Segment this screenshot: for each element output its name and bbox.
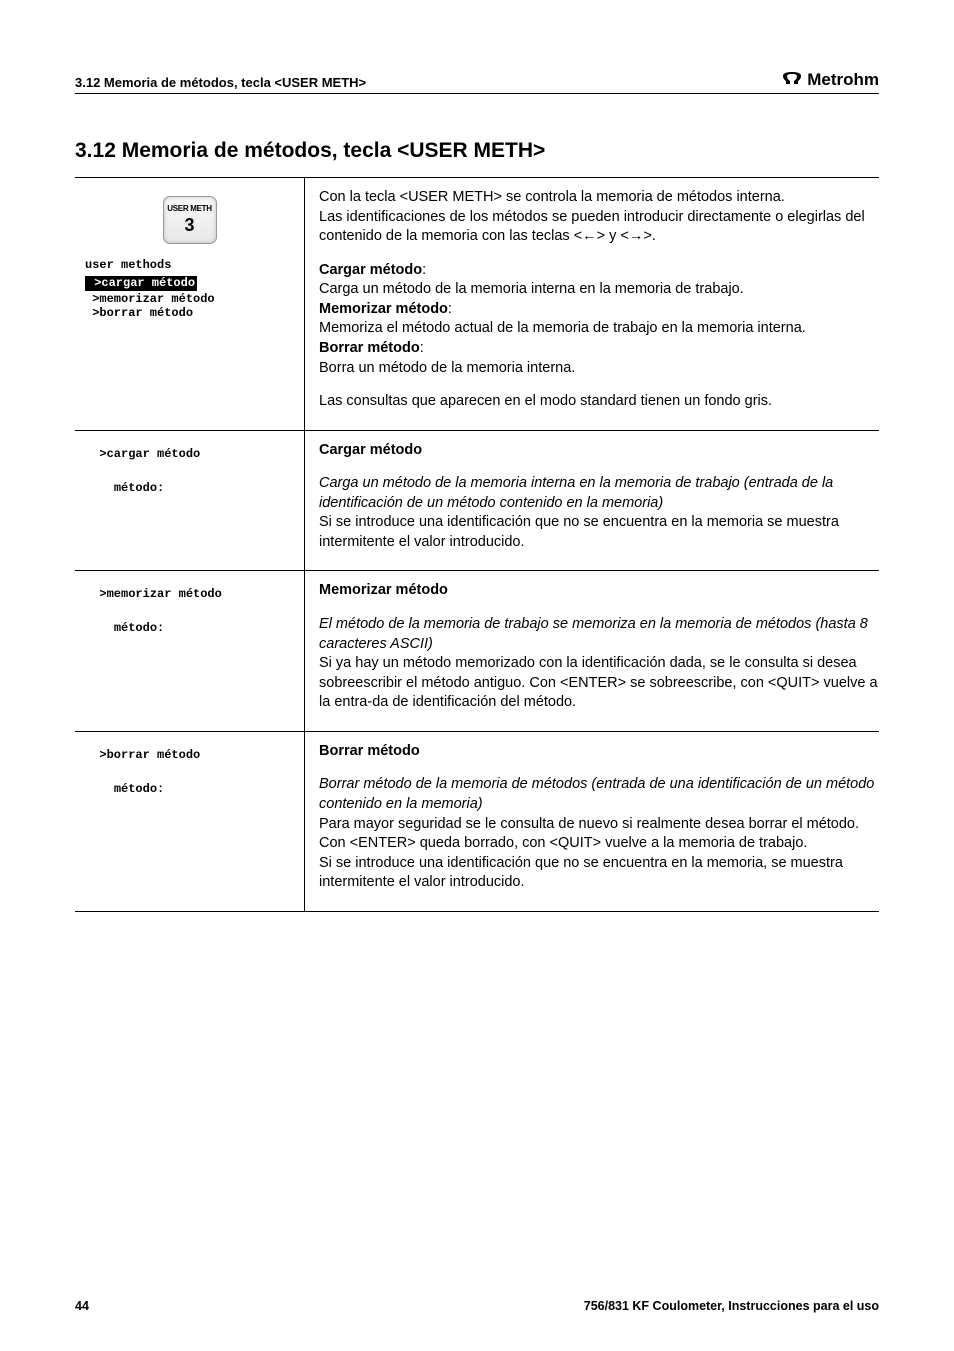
key-number: 3 [184,215,194,236]
brand-logo: Metrohm [781,70,879,90]
key-user-meth: USER METH 3 [163,196,217,244]
block-borrar: >borrar método método: Borrar método Bor… [75,731,879,912]
key-top-label: USER METH [167,204,211,213]
cargar-title: Cargar método [319,441,879,461]
menu-item-3: >borrar método [85,306,294,320]
cargar-key2: método: [85,481,294,495]
cargar-heading: Cargar método [319,262,422,278]
block-intro-right: Con la tecla <USER METH> se controla la … [305,178,879,430]
borrar-heading: Borrar método [319,340,420,356]
memo-key1: >memorizar método [85,587,294,601]
block-cargar-left: >cargar método método: [75,431,305,571]
cargar-rest: Si se introduce una identificación que n… [319,513,879,552]
cargar-italic: Carga un método de la memoria interna en… [319,474,879,513]
memo-text: Memoriza el método actual de la memoria … [319,319,879,339]
memo-italic: El método de la memoria de trabajo se me… [319,615,879,654]
intro-footer: Las consultas que aparecen en el modo st… [319,392,879,412]
memo-title: Memorizar método [319,581,879,601]
page-footer: 44 756/831 KF Coulometer, Instrucciones … [75,1299,879,1313]
cargar-key1: >cargar método [85,447,294,461]
intro-line2: Las identificaciones de los métodos se p… [319,208,879,247]
block-intro: USER METH 3 user methods >cargar método … [75,177,879,430]
menu-display: user methods >cargar método >memorizar m… [85,258,294,320]
borrar-rest: Para mayor seguridad se le consulta de n… [319,815,879,893]
menu-title: user methods [85,258,294,272]
intro-line1: Con la tecla <USER METH> se controla la … [319,188,879,208]
block-borrar-left: >borrar método método: [75,732,305,911]
memo-key2: método: [85,621,294,635]
block-cargar-right: Cargar método Carga un método de la memo… [305,431,879,571]
cargar-text: Carga un método de la memoria interna en… [319,280,879,300]
memo-rest: Si ya hay un método memorizado con la id… [319,654,879,713]
block-memorizar: >memorizar método método: Memorizar méto… [75,570,879,730]
block-memorizar-right: Memorizar método El método de la memoria… [305,571,879,730]
omega-icon [781,71,803,90]
block-intro-left: USER METH 3 user methods >cargar método … [75,178,305,430]
menu-item-selected: >cargar método [85,276,197,290]
borrar-key2: método: [85,782,294,796]
page-header: 3.12 Memoria de métodos, tecla <USER MET… [75,70,879,94]
section-title: 3.12 Memoria de métodos, tecla <USER MET… [75,139,879,163]
footer-right: 756/831 KF Coulometer, Instrucciones par… [584,1299,879,1313]
memo-heading: Memorizar método [319,301,448,317]
borrar-text: Borra un método de la memoria interna. [319,359,879,379]
header-left-text: 3.12 Memoria de métodos, tecla <USER MET… [75,75,366,90]
borrar-key1: >borrar método [85,748,294,762]
block-memorizar-left: >memorizar método método: [75,571,305,730]
page-number: 44 [75,1299,89,1313]
borrar-title: Borrar método [319,742,879,762]
brand-text: Metrohm [807,70,879,90]
block-borrar-right: Borrar método Borrar método de la memori… [305,732,879,911]
borrar-italic: Borrar método de la memoria de métodos (… [319,775,879,814]
menu-item-2: >memorizar método [85,292,294,306]
block-cargar: >cargar método método: Cargar método Car… [75,430,879,571]
